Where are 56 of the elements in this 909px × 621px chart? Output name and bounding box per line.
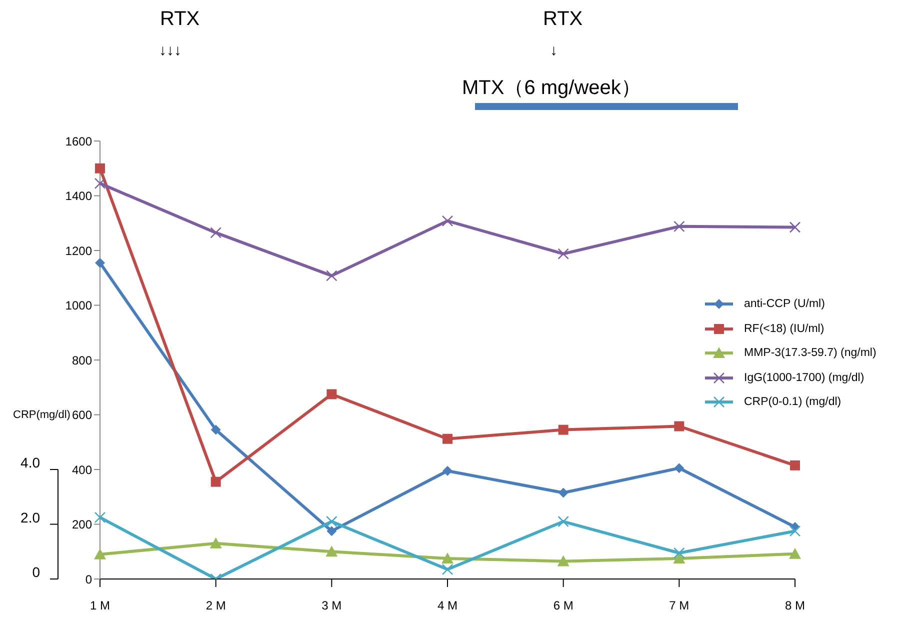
point [442,466,452,476]
x-tick-label: 8 M [784,598,806,613]
point [210,476,221,487]
legend-label: MMP-3(17.3-59.7) (ng/ml) [744,347,876,360]
legend-label: IgG(1000-1700) (mg/dl) [744,372,864,384]
point [558,488,568,498]
point [210,424,221,435]
point [674,421,684,432]
legend-label: CRP(0-0.1) (mg/dl) [744,396,842,408]
point [95,163,105,174]
point [789,548,801,559]
point [210,227,222,238]
y-tick-label: 800 [72,353,92,368]
x-tick-label: 6 M [553,598,574,613]
y-tick-label: 0 [85,572,92,586]
y-tick-label: 1400 [65,189,92,204]
point [442,434,452,444]
x-tick-label: 1 M [90,598,110,613]
x-tick-label: 7 M [669,598,690,613]
text: RTX [543,8,583,31]
y-tick-label: 400 [72,462,92,477]
x-tick-label: 2 M [206,598,226,613]
point [326,526,337,536]
y2-tick-label: 0 [32,564,40,580]
point [95,258,105,268]
y-tick-label: 1000 [65,298,92,313]
point [674,463,684,474]
x-tick-label: 3 M [322,598,342,613]
point [94,548,106,560]
point [326,389,337,400]
point [557,555,570,566]
y2-tick-label: 2.0 [20,509,40,526]
text: MTX（6 mg/week） [462,76,641,101]
point [442,552,454,564]
y-tick-label: 1200 [65,244,92,258]
point [558,424,568,435]
point [790,460,800,470]
legend-label: anti-CCP (U/ml) [744,298,825,310]
point [789,222,801,233]
point [326,546,338,557]
point [442,215,454,227]
x-tick-label: 4 M [437,598,458,613]
text: ↓↓↓ [159,42,182,59]
point [210,537,222,548]
y2-axis-title: CRP(mg/dl) [13,409,70,421]
text: ↓ [550,42,558,59]
text: RTX [160,8,200,31]
point [674,220,685,232]
y2-tick-label: 4.0 [20,454,40,470]
y-tick-label: 200 [72,518,92,532]
legend-label: RF(<18) (IU/ml) [744,322,824,335]
point [558,248,569,260]
y-tick-label: 600 [72,408,92,422]
point [326,270,338,282]
point [94,178,106,190]
y-tick-label: 1600 [65,134,92,148]
